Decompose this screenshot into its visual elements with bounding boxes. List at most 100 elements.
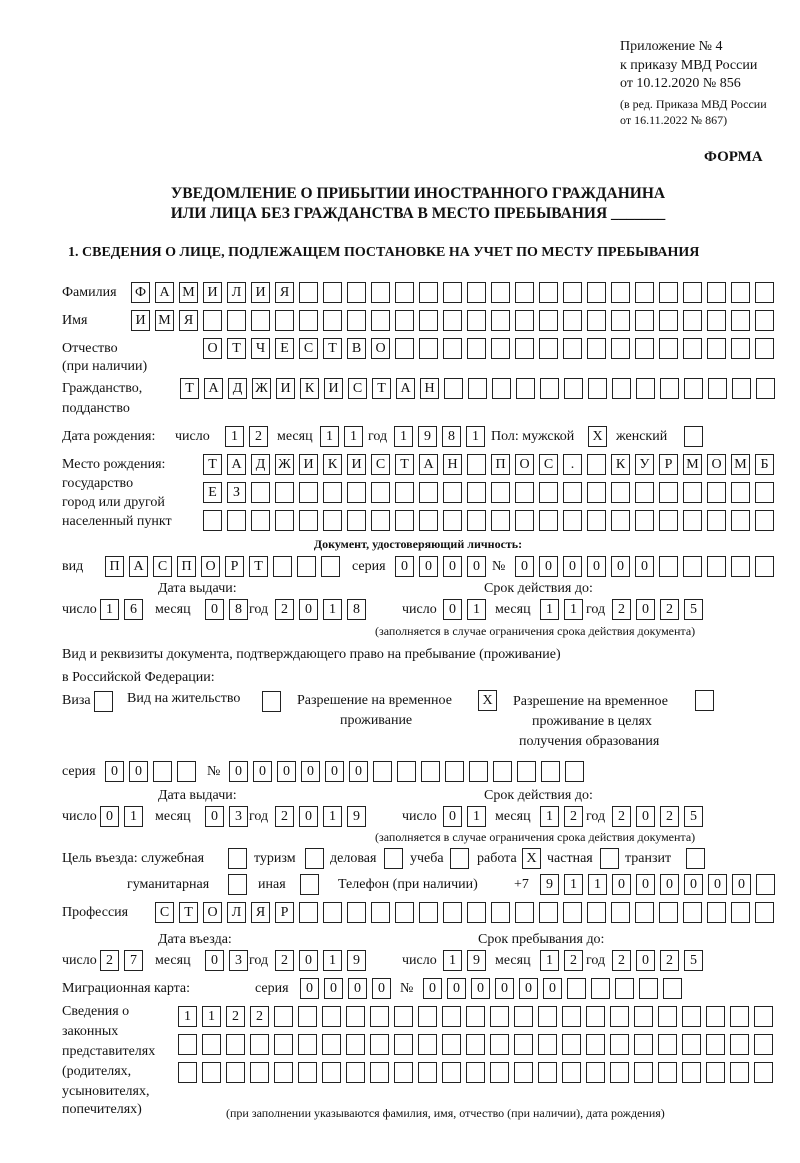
char-cell[interactable] xyxy=(300,874,319,895)
char-cell[interactable] xyxy=(563,510,582,531)
char-cell[interactable] xyxy=(755,310,774,331)
char-cell[interactable]: 9 xyxy=(418,426,437,447)
char-cell[interactable]: 0 xyxy=(467,556,486,577)
char-cell[interactable] xyxy=(491,310,510,331)
char-cell[interactable]: 0 xyxy=(299,950,318,971)
char-cell[interactable] xyxy=(250,1062,269,1083)
char-cell[interactable]: 9 xyxy=(540,874,559,895)
char-cell[interactable] xyxy=(539,310,558,331)
char-cell[interactable] xyxy=(444,378,463,399)
char-cell[interactable]: 0 xyxy=(636,806,655,827)
char-cell[interactable] xyxy=(467,454,486,475)
char-cell[interactable]: 1 xyxy=(540,950,559,971)
char-cell[interactable]: Д xyxy=(251,454,270,475)
char-cell[interactable] xyxy=(384,848,403,869)
char-cell[interactable] xyxy=(659,338,678,359)
char-cell[interactable]: Р xyxy=(275,902,294,923)
char-cell[interactable] xyxy=(659,510,678,531)
char-cell[interactable] xyxy=(563,282,582,303)
char-cell[interactable] xyxy=(731,310,750,331)
char-cell[interactable]: Ф xyxy=(131,282,150,303)
char-cell[interactable] xyxy=(227,510,246,531)
char-cell[interactable] xyxy=(587,454,606,475)
char-cell[interactable] xyxy=(491,282,510,303)
char-cell[interactable]: П xyxy=(105,556,124,577)
char-cell[interactable]: М xyxy=(731,454,750,475)
char-cell[interactable] xyxy=(754,1006,773,1027)
char-cell[interactable] xyxy=(370,1006,389,1027)
char-cell[interactable] xyxy=(683,902,702,923)
char-cell[interactable]: 0 xyxy=(301,761,320,782)
char-cell[interactable] xyxy=(539,482,558,503)
char-cell[interactable] xyxy=(490,1034,509,1055)
char-cell[interactable] xyxy=(658,1034,677,1055)
char-cell[interactable]: О xyxy=(707,454,726,475)
char-cell[interactable] xyxy=(371,902,390,923)
char-cell[interactable] xyxy=(563,902,582,923)
char-cell[interactable]: Я xyxy=(275,282,294,303)
char-cell[interactable] xyxy=(395,338,414,359)
char-cell[interactable]: 2 xyxy=(660,950,679,971)
char-cell[interactable] xyxy=(373,761,392,782)
char-cell[interactable]: М xyxy=(155,310,174,331)
char-cell[interactable] xyxy=(442,1034,461,1055)
char-cell[interactable] xyxy=(347,902,366,923)
char-cell[interactable]: 1 xyxy=(564,874,583,895)
char-cell[interactable]: 0 xyxy=(636,599,655,620)
char-cell[interactable]: 0 xyxy=(348,978,367,999)
char-cell[interactable]: 2 xyxy=(660,599,679,620)
char-cell[interactable] xyxy=(347,510,366,531)
char-cell[interactable] xyxy=(634,1006,653,1027)
char-cell[interactable] xyxy=(730,1062,749,1083)
char-cell[interactable]: 0 xyxy=(539,556,558,577)
char-cell[interactable] xyxy=(658,1006,677,1027)
char-cell[interactable]: X xyxy=(522,848,541,869)
char-cell[interactable] xyxy=(684,378,703,399)
char-cell[interactable] xyxy=(397,761,416,782)
char-cell[interactable] xyxy=(443,310,462,331)
char-cell[interactable]: 8 xyxy=(229,599,248,620)
char-cell[interactable] xyxy=(565,761,584,782)
char-cell[interactable] xyxy=(419,338,438,359)
char-cell[interactable]: 0 xyxy=(129,761,148,782)
char-cell[interactable]: 2 xyxy=(250,1006,269,1027)
char-cell[interactable] xyxy=(371,510,390,531)
char-cell[interactable] xyxy=(707,556,726,577)
char-cell[interactable] xyxy=(731,556,750,577)
char-cell[interactable] xyxy=(346,1062,365,1083)
char-cell[interactable] xyxy=(346,1034,365,1055)
char-cell[interactable]: В xyxy=(347,338,366,359)
char-cell[interactable]: Б xyxy=(755,454,774,475)
char-cell[interactable] xyxy=(323,902,342,923)
char-cell[interactable] xyxy=(445,761,464,782)
char-cell[interactable] xyxy=(683,556,702,577)
char-cell[interactable]: 0 xyxy=(543,978,562,999)
char-cell[interactable]: С xyxy=(299,338,318,359)
char-cell[interactable] xyxy=(730,1034,749,1055)
char-cell[interactable] xyxy=(707,310,726,331)
char-cell[interactable]: Т xyxy=(249,556,268,577)
char-cell[interactable]: 2 xyxy=(275,806,294,827)
char-cell[interactable]: 1 xyxy=(467,599,486,620)
char-cell[interactable]: 6 xyxy=(124,599,143,620)
char-cell[interactable] xyxy=(202,1062,221,1083)
char-cell[interactable] xyxy=(491,482,510,503)
char-cell[interactable] xyxy=(298,1034,317,1055)
char-cell[interactable]: 0 xyxy=(443,806,462,827)
char-cell[interactable] xyxy=(421,761,440,782)
char-cell[interactable] xyxy=(467,482,486,503)
char-cell[interactable]: С xyxy=(153,556,172,577)
char-cell[interactable] xyxy=(658,1062,677,1083)
char-cell[interactable] xyxy=(587,310,606,331)
char-cell[interactable]: С xyxy=(371,454,390,475)
char-cell[interactable] xyxy=(611,338,630,359)
char-cell[interactable] xyxy=(443,510,462,531)
char-cell[interactable] xyxy=(515,510,534,531)
char-cell[interactable]: 0 xyxy=(636,950,655,971)
char-cell[interactable] xyxy=(299,902,318,923)
char-cell[interactable] xyxy=(299,310,318,331)
char-cell[interactable] xyxy=(418,1034,437,1055)
char-cell[interactable] xyxy=(659,282,678,303)
char-cell[interactable] xyxy=(178,1062,197,1083)
char-cell[interactable]: К xyxy=(300,378,319,399)
